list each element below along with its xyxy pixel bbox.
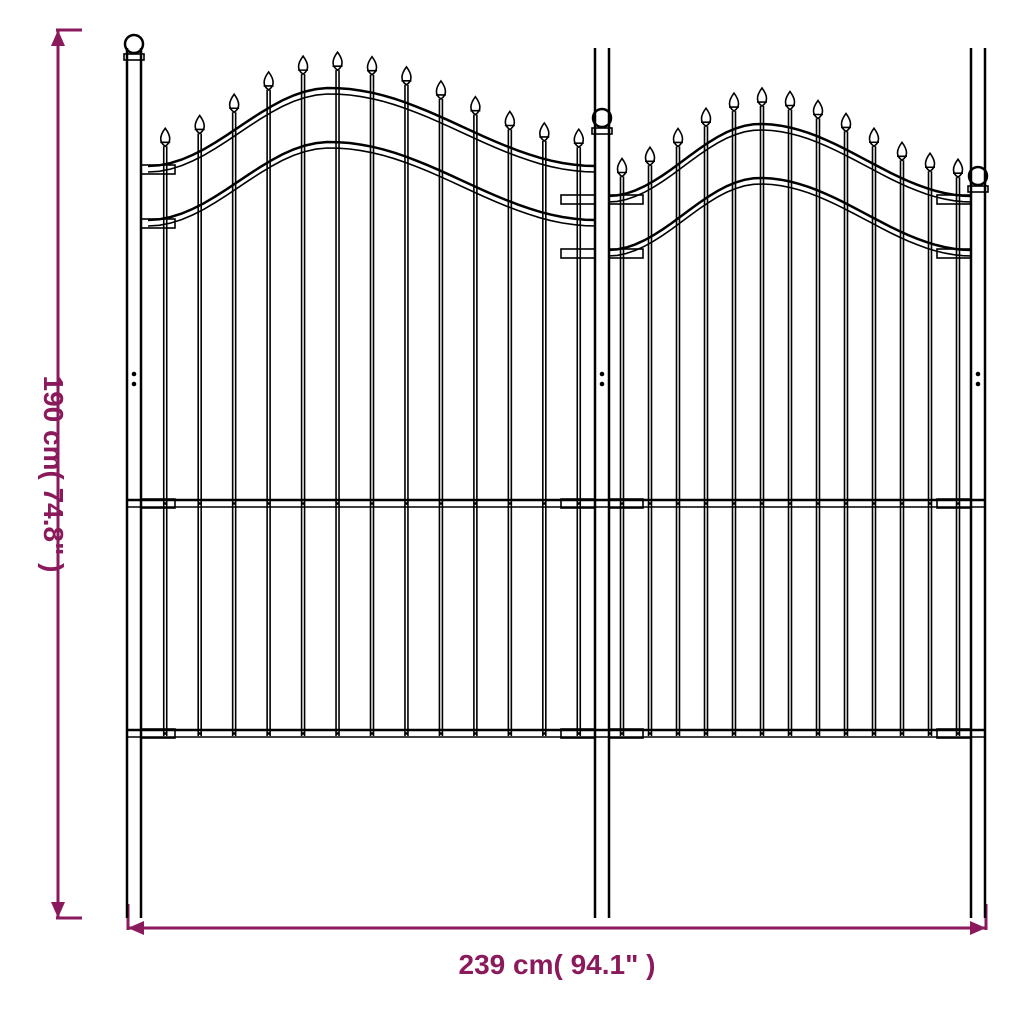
- spear-finial-icon: [673, 128, 683, 146]
- rivet-dot: [371, 732, 374, 735]
- rivet-dot: [901, 732, 904, 735]
- rivet-dot: [577, 732, 580, 735]
- spear-finial-icon: [229, 94, 239, 112]
- width-arrow-left: [128, 921, 144, 935]
- rivet-dot: [336, 732, 339, 735]
- rivet-dot: [733, 732, 736, 735]
- rivet-dot: [233, 732, 236, 735]
- rivet-dot: [817, 732, 820, 735]
- top-rail-upper: [148, 88, 596, 166]
- rivet-dot: [705, 502, 708, 505]
- spear-finial-icon: [701, 108, 711, 126]
- post-bolt: [132, 382, 137, 387]
- spear-finial-icon: [505, 111, 515, 129]
- spear-finial-icon: [953, 159, 963, 177]
- top-rail-upper-inner: [608, 130, 972, 202]
- rivet-dot: [577, 502, 580, 505]
- rivet-dot: [405, 732, 408, 735]
- height-dimension-label: 190 cm( 74.8" ): [38, 376, 69, 573]
- post-bolt: [976, 382, 981, 387]
- spear-finial-icon: [333, 52, 343, 70]
- width-dimension-label: 239 cm( 94.1" ): [459, 949, 656, 980]
- rivet-dot: [508, 732, 511, 735]
- post-bolt: [976, 372, 981, 377]
- rivet-dot: [733, 502, 736, 505]
- height-arrow-bottom: [51, 902, 65, 918]
- spear-finial-icon: [841, 113, 851, 131]
- rivet-dot: [302, 502, 305, 505]
- rivet-dot: [440, 732, 443, 735]
- rivet-dot: [621, 502, 624, 505]
- rivet-dot: [873, 732, 876, 735]
- rivet-dot: [233, 502, 236, 505]
- top-rail-upper: [608, 124, 972, 196]
- post-bolt: [600, 382, 605, 387]
- post-bolt: [132, 372, 137, 377]
- spear-finial-icon: [401, 67, 411, 85]
- rivet-dot: [302, 732, 305, 735]
- rivet-dot: [873, 502, 876, 505]
- rivet-dot: [761, 732, 764, 735]
- top-rail-lower-inner: [608, 184, 972, 256]
- spear-finial-icon: [574, 129, 584, 147]
- top-rail-lower: [608, 178, 972, 250]
- rivet-dot: [677, 732, 680, 735]
- rivet-dot: [901, 502, 904, 505]
- spear-finial-icon: [367, 57, 377, 75]
- ball-finial-icon: [125, 35, 143, 53]
- rivet-dot: [957, 732, 960, 735]
- spear-finial-icon: [539, 123, 549, 141]
- spear-finial-icon: [470, 97, 480, 115]
- spear-finial-icon: [925, 153, 935, 171]
- rivet-dot: [845, 732, 848, 735]
- rivet-dot: [198, 502, 201, 505]
- post-bolt: [600, 372, 605, 377]
- rivet-dot: [929, 732, 932, 735]
- rivet-dot: [789, 502, 792, 505]
- spear-finial-icon: [436, 81, 446, 99]
- spear-finial-icon: [645, 147, 655, 165]
- rivet-dot: [543, 502, 546, 505]
- top-rail-upper-inner: [148, 94, 596, 172]
- rivet-dot: [267, 732, 270, 735]
- rivet-dot: [677, 502, 680, 505]
- spear-finial-icon: [195, 115, 205, 133]
- rivet-dot: [474, 502, 477, 505]
- rivet-dot: [929, 502, 932, 505]
- rivet-dot: [761, 502, 764, 505]
- rivet-dot: [957, 502, 960, 505]
- rivet-dot: [336, 502, 339, 505]
- rivet-dot: [440, 502, 443, 505]
- spear-finial-icon: [813, 100, 823, 118]
- rivet-dot: [705, 732, 708, 735]
- rivet-dot: [508, 502, 511, 505]
- rivet-dot: [649, 732, 652, 735]
- rivet-dot: [474, 732, 477, 735]
- spear-finial-icon: [897, 142, 907, 160]
- rivet-dot: [845, 502, 848, 505]
- spear-finial-icon: [298, 56, 308, 74]
- rivet-dot: [405, 502, 408, 505]
- rivet-dot: [621, 732, 624, 735]
- rivet-dot: [789, 732, 792, 735]
- rivet-dot: [371, 502, 374, 505]
- rivet-dot: [164, 502, 167, 505]
- spear-finial-icon: [617, 159, 627, 177]
- spear-finial-icon: [729, 93, 739, 111]
- rivet-dot: [198, 732, 201, 735]
- spear-finial-icon: [160, 128, 170, 146]
- spear-finial-icon: [757, 88, 767, 106]
- rivet-dot: [543, 732, 546, 735]
- width-arrow-right: [970, 921, 986, 935]
- rivet-dot: [649, 502, 652, 505]
- spear-finial-icon: [869, 128, 879, 146]
- rivet-dot: [164, 732, 167, 735]
- spear-finial-icon: [785, 91, 795, 109]
- height-arrow-top: [51, 30, 65, 46]
- rivet-dot: [817, 502, 820, 505]
- spear-finial-icon: [264, 72, 274, 90]
- fence-diagram: [124, 35, 988, 918]
- rivet-dot: [267, 502, 270, 505]
